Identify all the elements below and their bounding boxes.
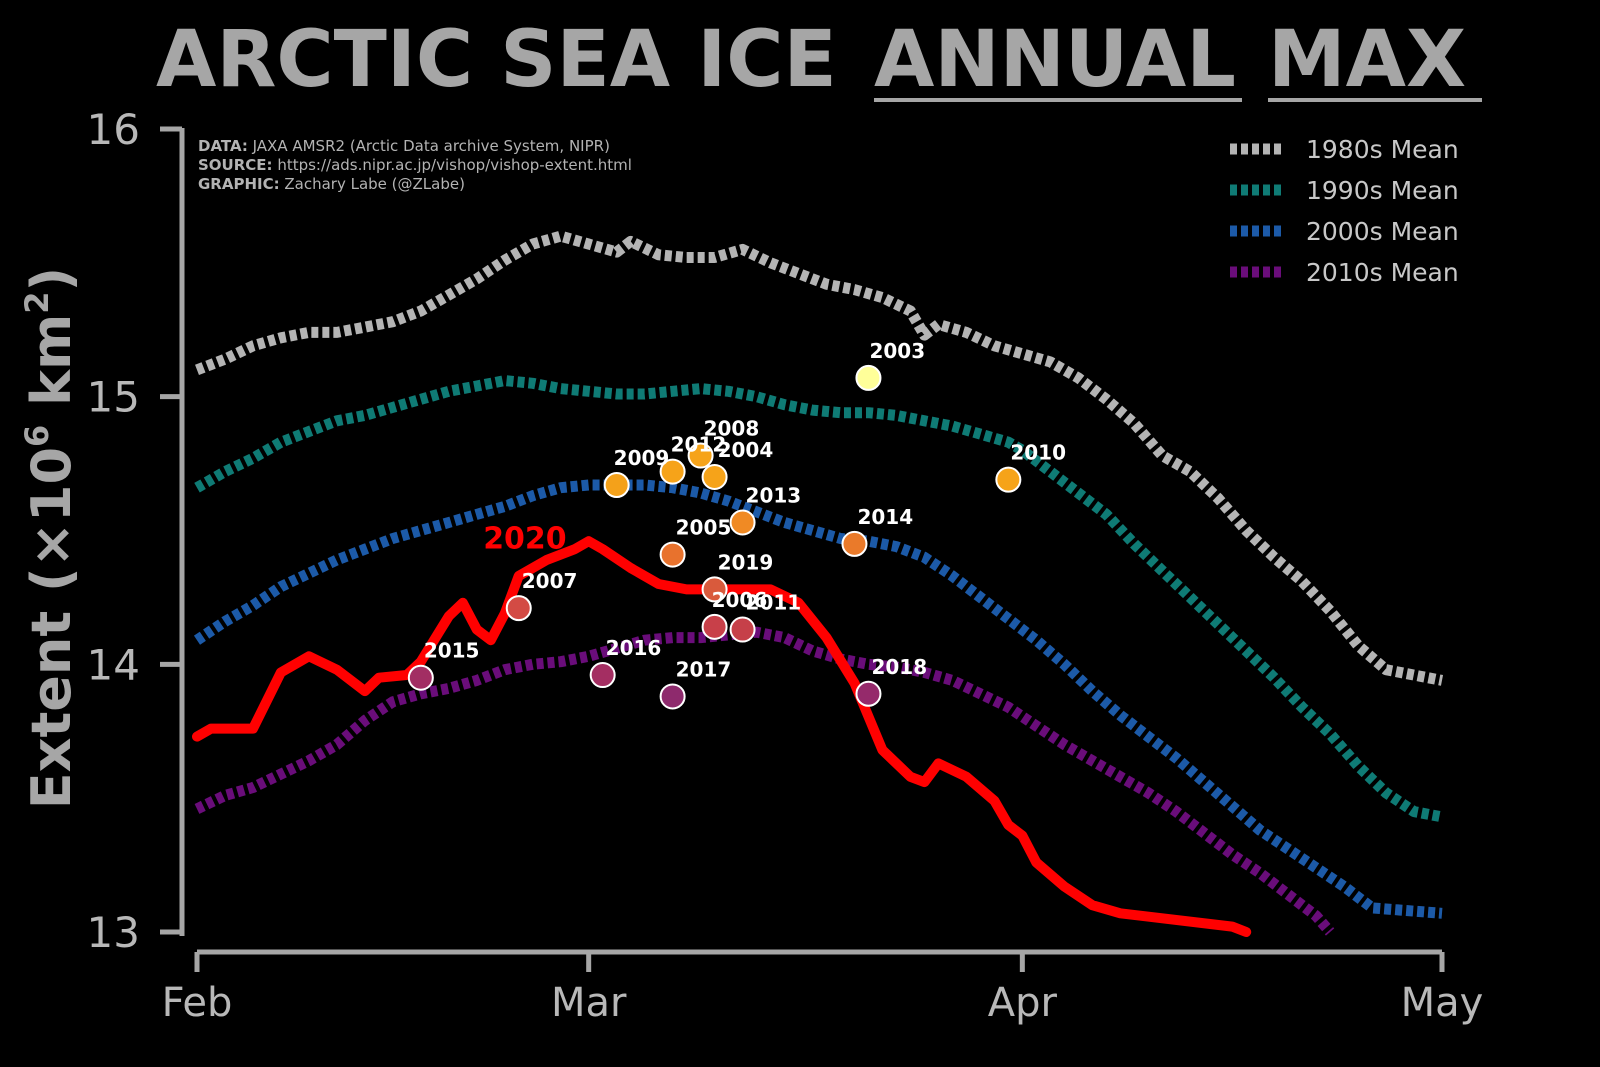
x-tick-label: Mar [551,980,627,1026]
series-layer: 2020 [192,230,1444,937]
max-point-2005 [659,541,686,568]
max-point-2003 [855,364,882,391]
credit-data-label: DATA: [198,137,248,155]
series-line-1990s-mean [194,375,1444,823]
x-axis-ticks: Feb Mar Apr May [162,952,1484,1026]
max-point-2008 [687,442,714,469]
max-point-2018 [855,680,882,707]
max-point-label-2010: 2010 [1010,441,1066,465]
y-tick-label: 13 [87,908,140,957]
legend-label-1990s-mean: 1990s Mean [1306,176,1459,205]
max-point-label-2017: 2017 [676,657,732,681]
y-axis-label-sup2: 2 [18,291,56,313]
credit-data-text: JAXA AMSR2 (Arctic Data archive System, … [248,137,610,155]
credit-source: SOURCE: https://ads.nipr.ac.jp/vishop/vi… [198,156,632,174]
y-axis-label: Extent (×106 km2) [18,267,83,810]
max-point-2014 [841,530,868,557]
max-point-label-2014: 2014 [857,505,913,529]
credit-graphic: GRAPHIC: Zachary Labe (@ZLabe) [198,175,465,193]
y-axis-label-end: ) [20,267,83,292]
credit-source-label: SOURCE: [198,156,273,174]
credit-graphic-text: Zachary Labe (@ZLabe) [280,175,465,193]
max-point-label-2011: 2011 [746,591,802,615]
max-point-label-2016: 2016 [606,636,662,660]
series-line-2000s-mean [193,479,1443,919]
max-point-label-2007: 2007 [522,569,578,593]
max-point-2006 [701,613,728,640]
max-point-label-2015: 2015 [424,639,480,663]
max-point-2013 [729,509,756,536]
series-line-1980s-mean [195,230,1444,686]
legend-label-2010s-mean: 2010s Mean [1306,258,1459,287]
legend-label-1980s-mean: 1980s Mean [1306,135,1459,164]
max-point-label-2009: 2009 [614,446,670,470]
credit-source-text: https://ads.nipr.ac.jp/vishop/vishop-ext… [273,156,632,174]
max-point-2007 [505,595,532,622]
series-line-2010s-mean [194,626,1335,936]
title-underline-max [1268,98,1482,102]
series-label-2020: 2020 [483,522,567,557]
max-point-label-2019: 2019 [718,550,774,574]
max-point-2017 [659,683,686,710]
y-axis-label-main: Extent (×10 [20,447,83,809]
y-tick-label: 15 [87,373,140,422]
x-tick-label: Apr [988,980,1058,1026]
y-tick-label: 14 [87,640,140,689]
max-point-2011 [729,616,756,643]
max-point-2016 [589,662,616,689]
credit-data: DATA: JAXA AMSR2 (Arctic Data archive Sy… [198,137,610,155]
y-tick-label: 16 [87,105,140,154]
x-tick-label: May [1401,980,1484,1026]
max-point-2015 [407,664,434,691]
legend: 1980s Mean 1990s Mean 2000s Mean 2010s Mean [1230,135,1459,287]
max-point-label-2012: 2012 [671,433,727,457]
credit-graphic-label: GRAPHIC: [198,175,280,193]
max-point-label-2005: 2005 [676,516,732,540]
chart-title-part3: MAX [1268,15,1466,105]
series-line-2020 [192,536,1252,937]
title-underline-annual [874,98,1242,102]
max-point-2009 [603,471,630,498]
max-point-label-2018: 2018 [871,655,927,679]
max-point-2019 [701,576,728,603]
chart-title-part2: ANNUAL [874,15,1236,105]
max-point-2004 [701,463,728,490]
max-point-2010 [995,466,1022,493]
chart-title-part1: ARCTIC SEA ICE [156,15,837,105]
max-point-label-2004: 2004 [718,438,774,462]
x-tick-label: Feb [162,980,233,1026]
max-point-label-2008: 2008 [704,417,760,441]
max-point-label-2003: 2003 [869,339,925,363]
max-point-label-2013: 2013 [746,483,802,507]
y-axis-ticks: 13 14 15 16 [87,105,182,957]
y-axis-label-mid: km [20,314,83,425]
legend-label-2000s-mean: 2000s Mean [1306,217,1459,246]
y-axis-label-sup1: 6 [18,425,56,447]
max-point-label-2006: 2006 [712,588,768,612]
max-point-2012 [659,458,686,485]
